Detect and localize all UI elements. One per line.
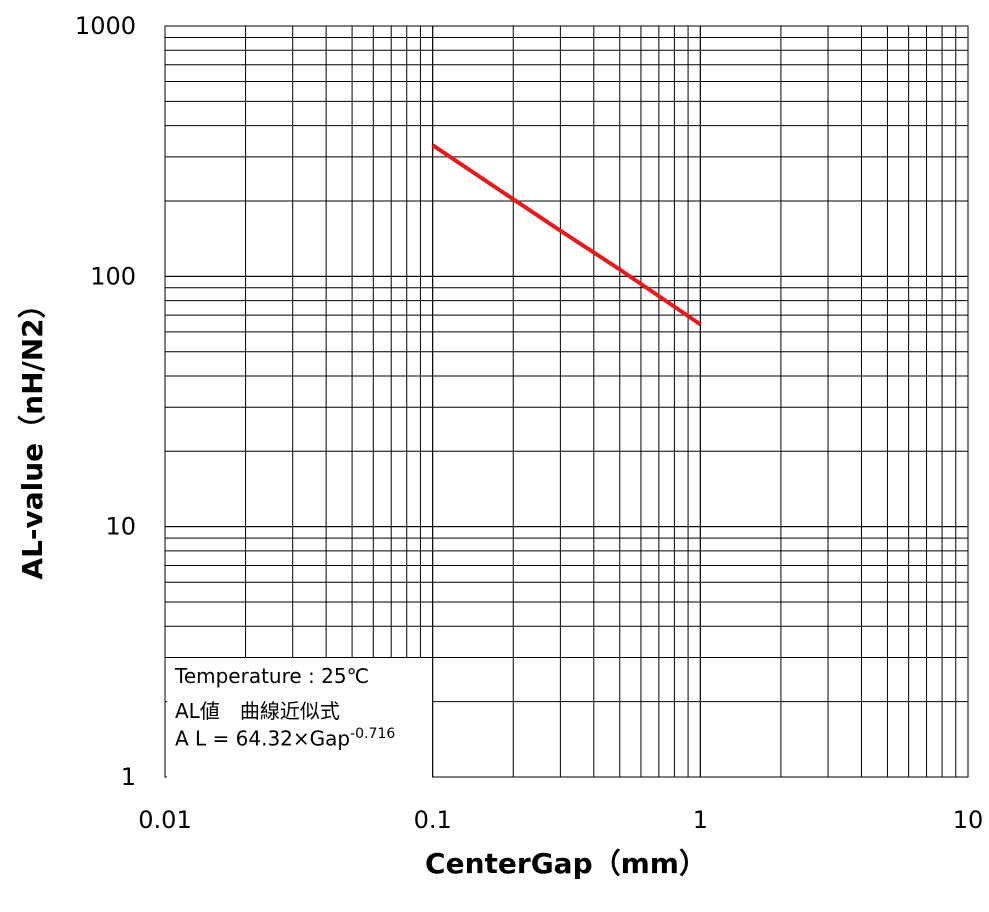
annotation-exponent: -0.716: [350, 726, 396, 742]
x-tick-label: 1: [693, 806, 708, 834]
x-tick-labels: 0.01 0.1 1 10: [138, 806, 983, 834]
annotation-equation: A L = 64.32×Gap-0.716: [175, 726, 395, 751]
series-line: [431, 143, 702, 326]
x-axis-title: CenterGap（mm）: [425, 847, 707, 880]
x-tick-label: 10: [953, 806, 984, 834]
x-tick-label: 0.1: [414, 806, 452, 834]
y-tick-labels: 1 10 100 1000: [75, 12, 136, 791]
y-tick-label: 1000: [75, 12, 136, 40]
annotation-title: AL値 曲線近似式: [175, 699, 340, 723]
y-tick-label: 10: [105, 513, 136, 541]
annotation-temperature: Temperature : 25℃: [175, 664, 370, 688]
y-axis-title: AL-value（nH/N2）: [16, 290, 49, 579]
y-tick-label: 1: [121, 763, 136, 791]
annotation-equation-text: A L = 64.32×Gap: [175, 726, 351, 751]
equation-annotation: Temperature : 25℃ AL値 曲線近似式 A L = 64.32×…: [167, 658, 432, 778]
y-tick-label: 100: [90, 262, 136, 290]
grid: [164, 25, 969, 778]
plot-frame: [164, 25, 969, 778]
x-tick-label: 0.01: [138, 806, 191, 834]
series-group: [431, 143, 702, 326]
